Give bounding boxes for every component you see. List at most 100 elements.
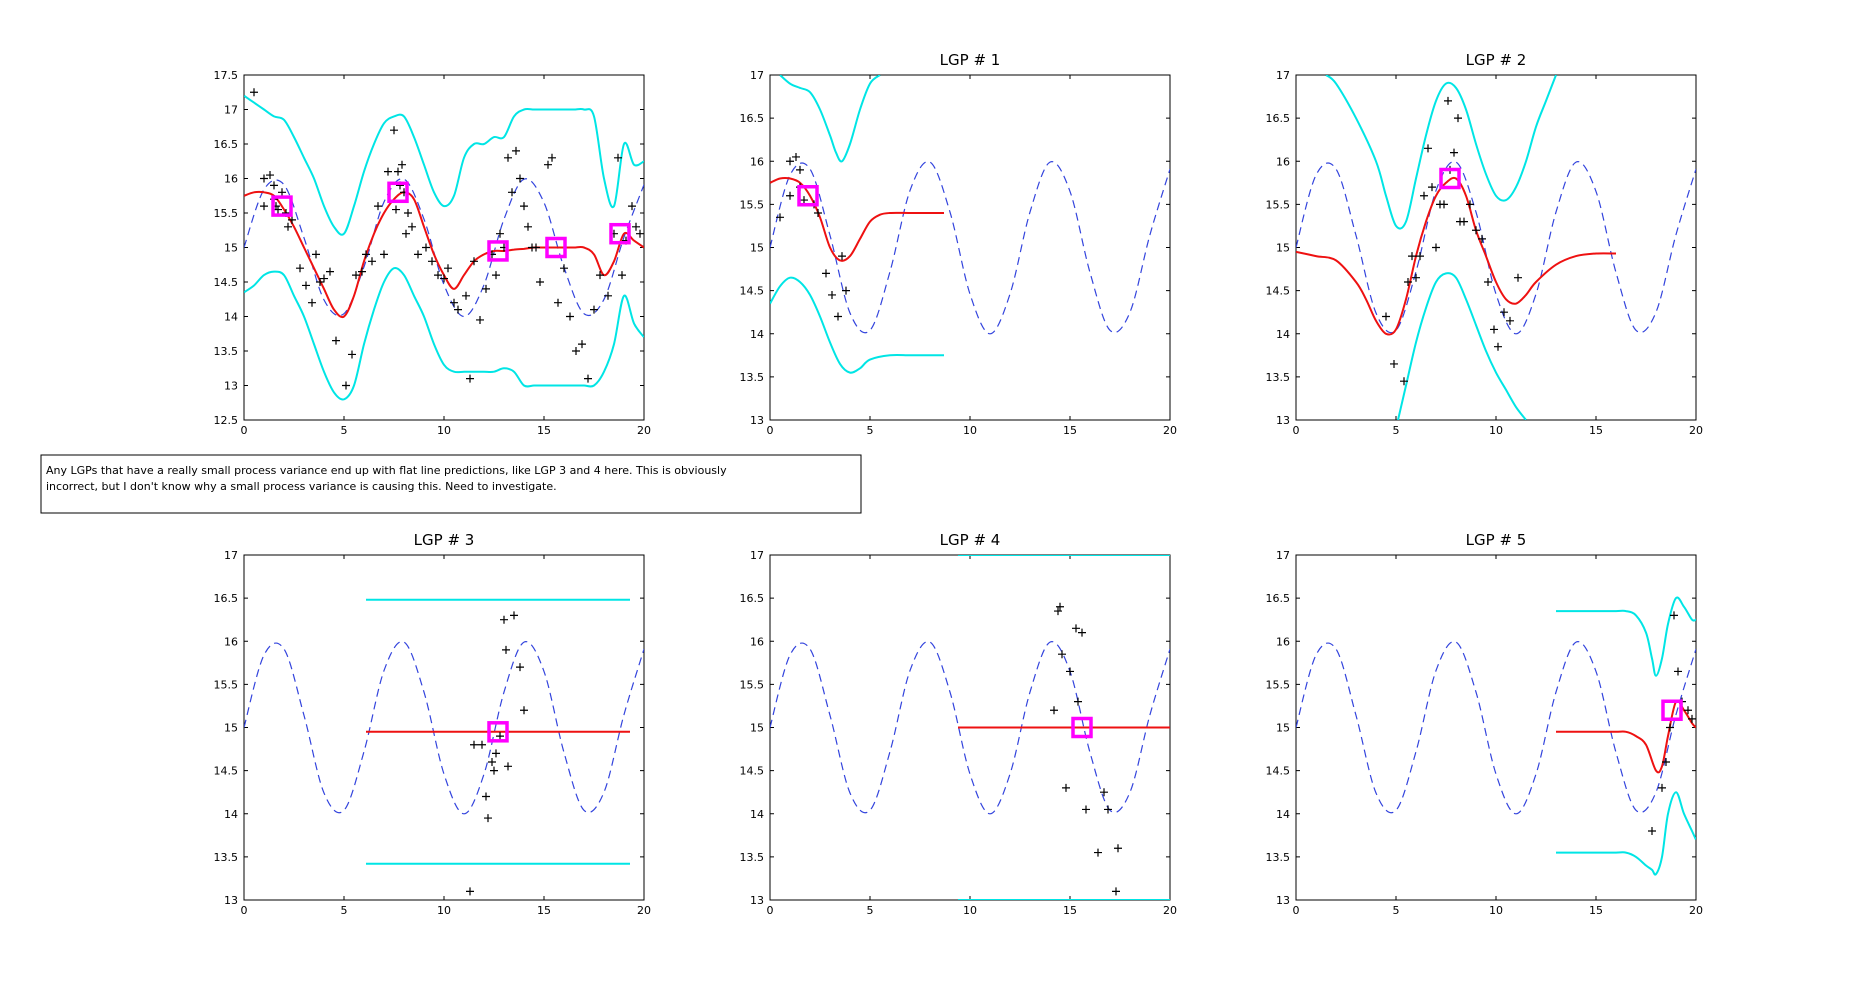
data-point (454, 305, 462, 314)
data-point (508, 188, 516, 197)
data-point (404, 209, 412, 217)
x-tick-label: 20 (637, 904, 651, 917)
y-tick-label: 15 (750, 242, 764, 255)
data-point (492, 271, 500, 280)
data-point (578, 340, 586, 349)
y-tick-label: 15.5 (214, 207, 239, 220)
note-box-group: Any LGPs that have a really small proces… (40, 454, 862, 514)
data-point (466, 374, 474, 383)
y-tick-label: 13 (224, 894, 238, 907)
data-point (1382, 312, 1390, 321)
y-tick-label: 15 (224, 722, 238, 735)
y-tick-label: 14 (750, 808, 764, 821)
upper-bound-line (1325, 75, 1557, 230)
y-tick-label: 15 (750, 722, 764, 735)
true-function-line (244, 640, 644, 815)
data-point (838, 252, 846, 261)
upper-bound-line (1555, 596, 1696, 677)
prediction-mean-line (770, 176, 944, 262)
data-point (524, 222, 532, 231)
axes-frame (1295, 554, 1697, 901)
data-point (362, 250, 370, 259)
data-point (450, 298, 458, 307)
data-point (374, 202, 382, 211)
data-point (614, 153, 622, 162)
data-point (536, 278, 544, 286)
data-point (1648, 827, 1656, 835)
x-tick-label: 0 (1293, 904, 1300, 917)
data-point (288, 215, 296, 224)
data-point (444, 264, 452, 273)
x-tick-label: 10 (437, 424, 451, 437)
data-point (470, 740, 478, 749)
plot-area (244, 88, 644, 401)
y-tick-label: 17 (1276, 549, 1290, 562)
x-tick-label: 5 (867, 424, 874, 437)
data-point (278, 188, 286, 197)
y-tick-label: 13 (750, 414, 764, 427)
y-tick-label: 14.5 (1266, 285, 1291, 298)
data-point (492, 749, 500, 758)
panel-title: LGP # 4 (940, 531, 1001, 549)
x-tick-label: 15 (1063, 904, 1077, 917)
data-point (250, 88, 258, 97)
y-tick-label: 12.5 (214, 414, 239, 427)
data-point (532, 243, 540, 252)
prediction-mean-line (1556, 699, 1696, 774)
panel-4: LGP # 3 0 5 10 15 20 13 13.5 14 14.5 15 15.5 16 16.5 1… (214, 531, 652, 917)
y-tick-label: 16.5 (740, 112, 765, 125)
data-point (796, 165, 804, 174)
data-point (284, 222, 292, 231)
y-tick-label: 16 (750, 155, 764, 168)
y-tick-label: 13.5 (1266, 851, 1291, 864)
data-point (380, 250, 388, 259)
x-tick-label: 20 (1689, 424, 1703, 437)
data-point (500, 615, 508, 624)
center-marker (1071, 716, 1093, 739)
x-tick-label: 5 (341, 424, 348, 437)
data-point (604, 291, 612, 300)
prediction-mean-line (244, 190, 644, 319)
data-point (1454, 114, 1462, 123)
data-point (326, 267, 334, 276)
y-tick-label: 14 (1276, 328, 1290, 341)
center-marker (487, 240, 509, 262)
data-point (1072, 624, 1080, 633)
lower-bound-line (1397, 272, 1527, 420)
y-tick-label: 14.5 (740, 285, 765, 298)
center-marker (487, 721, 509, 743)
data-point (1390, 359, 1398, 368)
data-point (316, 278, 324, 286)
data-point (520, 706, 528, 715)
data-point (618, 271, 626, 280)
data-point (482, 284, 490, 293)
data-point (332, 336, 340, 345)
y-tick-label: 15.5 (740, 198, 765, 211)
data-point (302, 281, 310, 290)
x-tick-label: 5 (867, 904, 874, 917)
upper-bound-line (244, 94, 644, 236)
data-point (1484, 278, 1492, 286)
data-point (828, 290, 836, 299)
y-tick-label: 14.5 (1266, 765, 1291, 778)
data-point (490, 766, 498, 775)
data-point (398, 160, 406, 169)
data-point (482, 792, 490, 801)
data-point (1506, 316, 1514, 325)
data-point (422, 243, 430, 252)
data-point (1490, 325, 1498, 334)
data-point (390, 126, 398, 135)
y-tick-label: 14.5 (740, 765, 765, 778)
data-point (1112, 887, 1120, 896)
y-tick-label: 15 (1276, 242, 1290, 255)
y-tick-label: 17 (224, 104, 238, 117)
data-point (548, 153, 556, 162)
data-point (1082, 805, 1090, 814)
x-tick-label: 15 (537, 424, 551, 437)
data-point (428, 257, 436, 266)
data-point (384, 167, 392, 176)
y-tick-label: 15 (224, 242, 238, 255)
data-point (1094, 848, 1102, 857)
data-point (1440, 200, 1448, 209)
center-marker (609, 222, 631, 245)
